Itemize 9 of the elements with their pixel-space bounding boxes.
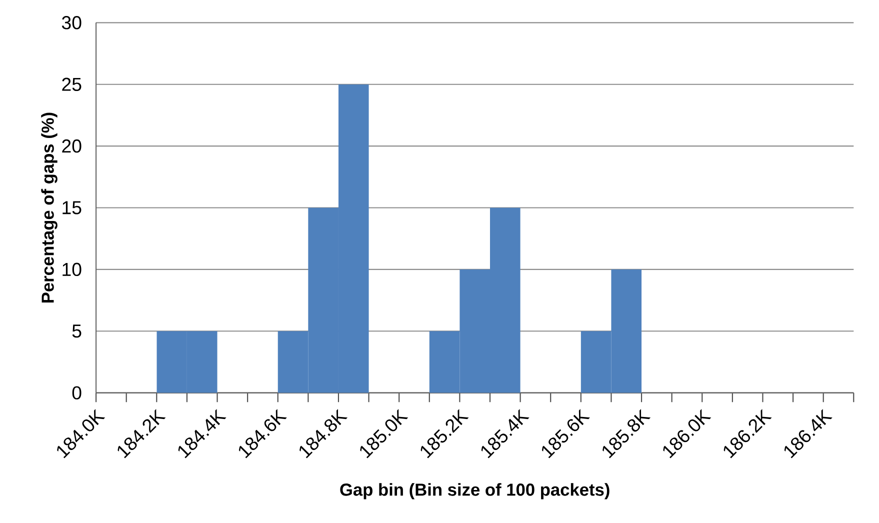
y-axis-title: Percentage of gaps (%) xyxy=(41,112,58,303)
y-tick-label: 15 xyxy=(62,201,82,214)
x-axis-title: Gap bin (Bin size of 100 packets) xyxy=(340,483,610,500)
y-tick-label: 5 xyxy=(72,324,82,338)
y-tick-label: 0 xyxy=(72,386,82,400)
y-tick-label: 10 xyxy=(62,262,82,276)
y-tick-label: 20 xyxy=(62,139,82,153)
y-tick-label: 30 xyxy=(62,16,82,30)
y-tick-label: 25 xyxy=(62,78,82,92)
